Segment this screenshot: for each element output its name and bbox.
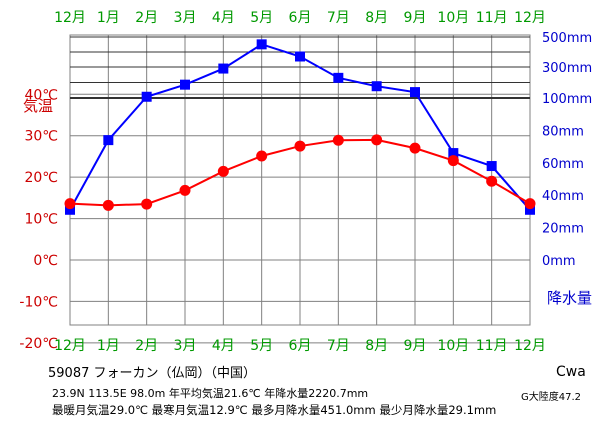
precipitation-point (65, 204, 75, 215)
precipitation-point (180, 79, 190, 90)
precipitation-axis: 500mm 300mm 100mm 80mm 60mm 40mm 20mm 0mm 降水量 (542, 31, 592, 307)
temperature-point (256, 150, 268, 162)
temperature-point (371, 134, 383, 146)
bottom-month-label: 6月 (289, 338, 312, 354)
continentality-index: G大陸度47.2 (521, 392, 582, 403)
top-month-label: 1月 (97, 10, 120, 26)
precipitation-point (333, 72, 344, 83)
precipitation-tick-label: 60mm (542, 157, 584, 172)
location-stats: 23.9N 113.5E 98.0m 年平均気温21.6℃ 年降水量2220.7… (52, 387, 369, 400)
grid (69, 34, 531, 344)
climate-code: Cwa (556, 364, 586, 380)
temperature-tick-label: -20℃ (19, 336, 58, 352)
precipitation-axis-title: 降水量 (547, 289, 592, 307)
extreme-stats: 最暖月気温29.0℃ 最寒月気温12.9℃ 最多月降水量451.0mm 最少月降… (52, 403, 497, 417)
precipitation-point (256, 39, 267, 50)
temperature-point (524, 198, 536, 210)
temperature-point (141, 198, 153, 210)
temperature-tick-label: 40℃ (24, 87, 58, 103)
temperature-tick-label: 0℃ (33, 253, 58, 269)
precipitation-tick-label: 500mm (542, 31, 592, 46)
bottom-month-label: 12月 (514, 338, 546, 354)
temperature-point (486, 175, 498, 187)
temperature-axis-title: 気温 (23, 97, 53, 115)
precipitation-point (525, 204, 535, 215)
temperature-series (64, 134, 536, 211)
precipitation-point (218, 63, 229, 74)
bottom-month-label: 2月 (135, 338, 158, 354)
precipitation-point (371, 81, 382, 92)
temperature-tick-label: 10℃ (24, 212, 58, 228)
precipitation-tick-label: 80mm (542, 124, 584, 139)
temperature-point (294, 140, 306, 152)
top-month-label: 6月 (289, 10, 312, 26)
top-month-label: 7月 (327, 10, 350, 26)
precipitation-point (141, 91, 152, 102)
bottom-month-labels: 12月 1月 2月 3月 4月 5月 6月 7月 8月 9月 10月 11月 12月 (54, 338, 546, 354)
bottom-month-label: 7月 (327, 338, 350, 354)
temperature-tick-label: 30℃ (24, 129, 58, 145)
bottom-month-label: 8月 (365, 338, 388, 354)
bottom-month-label: 10月 (437, 338, 469, 354)
top-month-label: 8月 (365, 10, 388, 26)
temperature-point (102, 199, 114, 211)
bottom-month-label: 1月 (97, 338, 120, 354)
temperature-point (217, 165, 229, 177)
precipitation-point (410, 87, 420, 98)
precipitation-tick-label: 0mm (542, 254, 576, 269)
precipitation-point (486, 161, 497, 172)
temperature-tick-label: -10℃ (19, 294, 58, 310)
top-month-label: 9月 (404, 10, 427, 26)
bottom-month-label: 3月 (174, 338, 197, 354)
bottom-month-label: 4月 (212, 338, 235, 354)
temperature-tick-label: 20℃ (24, 170, 58, 186)
top-month-label: 5月 (250, 10, 273, 26)
top-month-label: 10月 (437, 10, 469, 26)
temperature-point (64, 198, 76, 210)
bottom-month-label: 9月 (404, 338, 427, 354)
temperature-point (447, 155, 459, 167)
station-name: 59087 フォーカン（仏岡）（中国） (48, 366, 256, 381)
precipitation-tick-label: 20mm (542, 222, 584, 237)
top-month-label: 3月 (174, 10, 197, 26)
bottom-month-label: 12月 (54, 338, 86, 354)
top-month-label: 12月 (514, 10, 546, 26)
precipitation-series (65, 39, 535, 215)
top-month-label: 12月 (54, 10, 86, 26)
top-month-labels: 12月 1月 2月 3月 4月 5月 6月 7月 8月 9月 10月 11月 12月 (54, 10, 546, 26)
precipitation-point (448, 148, 459, 159)
temperature-point (332, 134, 344, 146)
precipitation-point (295, 51, 305, 62)
temperature-point (179, 184, 191, 196)
precipitation-tick-label: 40mm (542, 189, 584, 204)
precipitation-tick-label: 100mm (542, 92, 592, 107)
top-month-label: 2月 (135, 10, 158, 26)
bottom-month-label: 11月 (476, 338, 508, 354)
precipitation-tick-label: 300mm (542, 61, 592, 76)
bottom-month-label: 5月 (250, 338, 273, 354)
top-month-label: 11月 (476, 10, 508, 26)
precipitation-point (103, 135, 114, 146)
temperature-point (409, 142, 421, 154)
top-month-label: 4月 (212, 10, 235, 26)
